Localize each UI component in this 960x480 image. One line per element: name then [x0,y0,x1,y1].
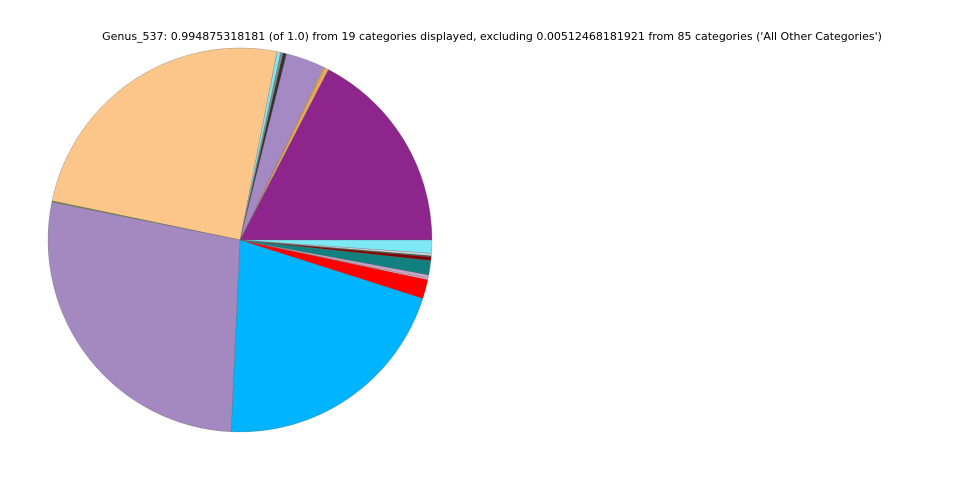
pie-slice [239,239,433,254]
pie-slice [51,47,278,241]
pie-slice [239,69,433,241]
chart-title: Genus_537: 0.994875318181 (of 1.0) from … [102,30,882,43]
pie-slice [47,201,241,432]
pie-slice [231,239,424,433]
